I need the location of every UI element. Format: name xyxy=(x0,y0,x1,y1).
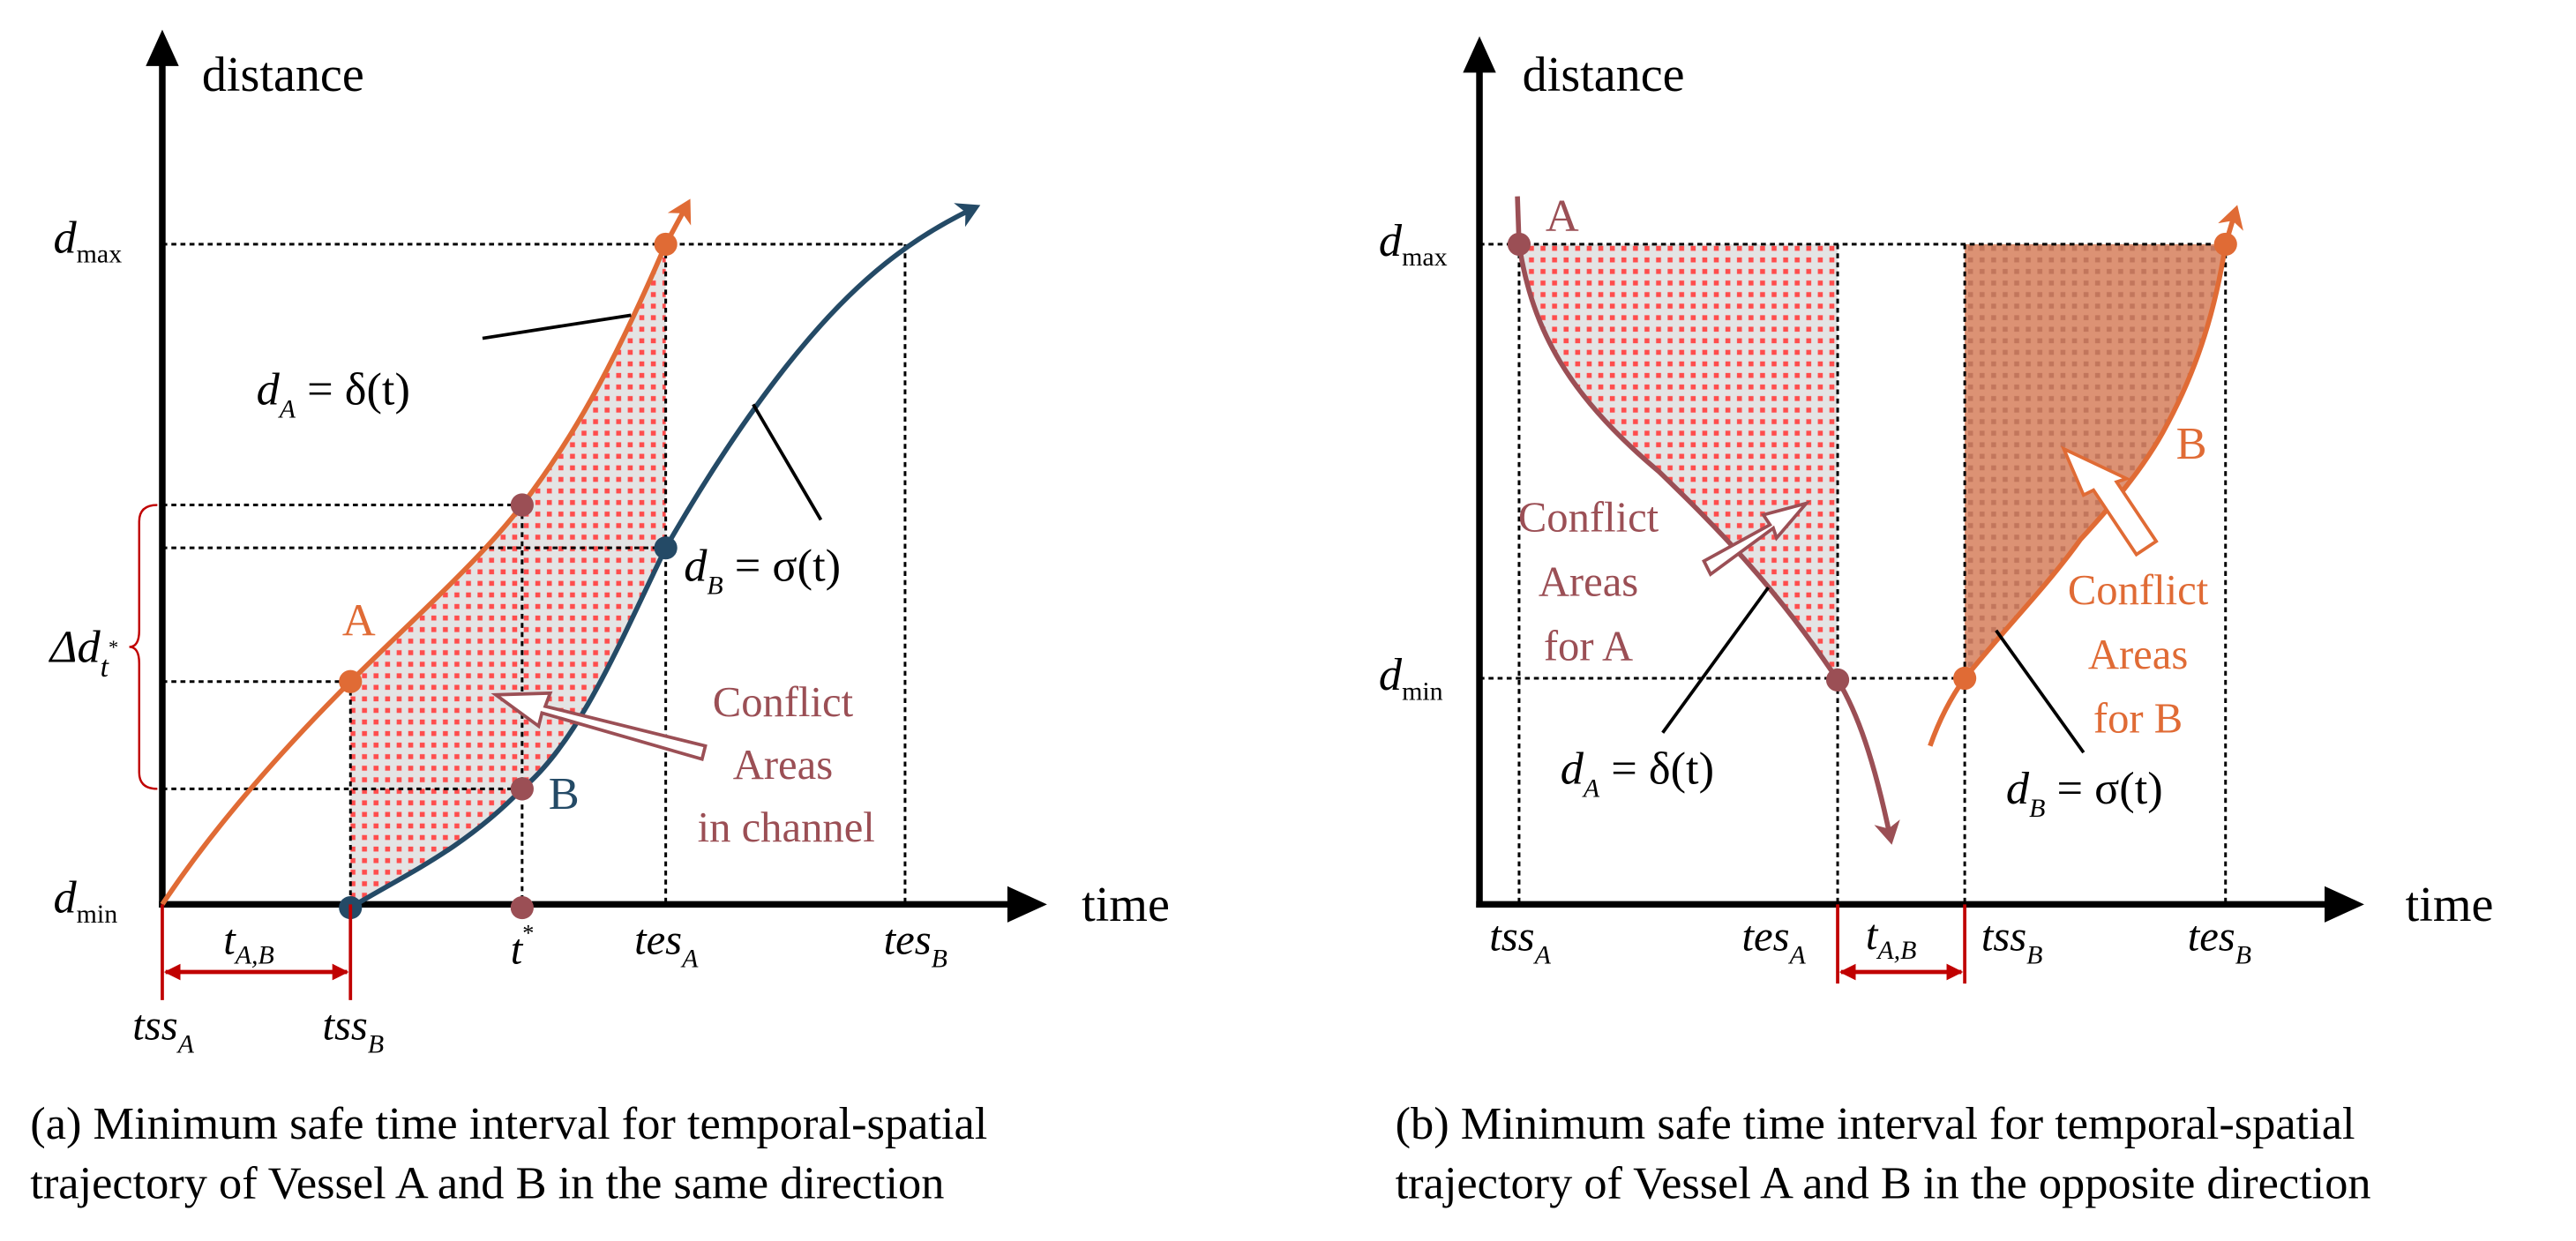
curve-vessel-a xyxy=(160,198,692,906)
equation-b: dB = σ(t) xyxy=(2006,763,2163,823)
svg-text:Areas: Areas xyxy=(733,741,833,789)
x-axis-label: time xyxy=(1082,878,1170,932)
point-b-tstar xyxy=(510,777,534,801)
curve-a-label: A xyxy=(1546,191,1579,242)
interval-label: tA,B xyxy=(223,916,274,969)
curve-b-label: B xyxy=(2176,418,2207,469)
svg-text:for B: for B xyxy=(2093,695,2183,743)
equation-a: dA = δ(t) xyxy=(257,363,410,423)
tick-tes-b: tesB xyxy=(2188,913,2251,970)
panel-b: distance time dmax dmin A B Conflict Are… xyxy=(1379,36,2494,1208)
tick-tss-a: tssA xyxy=(1489,913,1551,970)
point-b-dmax xyxy=(2213,232,2237,257)
svg-text:Areas: Areas xyxy=(1539,557,1638,605)
dmax-label: dmax xyxy=(1379,215,1448,272)
svg-text:Conflict: Conflict xyxy=(2068,566,2209,614)
leader-eq-b xyxy=(752,403,823,521)
conflict-label-channel: Conflict Areas in channel xyxy=(698,678,875,851)
tick-tes-a: tesA xyxy=(634,916,699,973)
point-a-tstar xyxy=(510,493,534,517)
leader-eq-a xyxy=(482,313,632,340)
point-b-dmin xyxy=(1953,666,1977,691)
conflict-label-b: Conflict Areas for B xyxy=(2068,566,2209,743)
y-axis-label: distance xyxy=(1523,48,1685,102)
equation-b: dB = σ(t) xyxy=(684,541,841,601)
delta-d-brace xyxy=(129,504,158,790)
x-axis-arrow xyxy=(2324,886,2364,923)
point-b-tesa xyxy=(654,536,678,560)
tick-tes-b: tesB xyxy=(884,916,947,973)
point-a-dmin xyxy=(1825,668,1850,692)
guide-lines-b xyxy=(1479,243,2228,905)
tick-tss-b: tssB xyxy=(322,1002,384,1059)
x-axis-label: time xyxy=(2406,878,2494,932)
interval-label: tA,B xyxy=(1866,911,1917,965)
svg-text:Conflict: Conflict xyxy=(1518,493,1659,541)
tick-tss-b: tssB xyxy=(1981,913,2043,970)
point-tstar-axis xyxy=(510,895,534,920)
equation-a: dA = δ(t) xyxy=(1561,744,1714,804)
point-a-dmax xyxy=(654,232,678,257)
y-axis-arrow xyxy=(1463,36,1496,73)
svg-text:in channel: in channel xyxy=(698,804,875,851)
panel-a: distance time dmax dmin Δdt* A B dA = δ(… xyxy=(30,29,1170,1208)
delta-d-label: Δdt* xyxy=(49,621,119,684)
curve-a-label: A xyxy=(342,594,376,646)
caption-b-line1: (b) Minimum safe time interval for tempo… xyxy=(1396,1098,2355,1149)
y-axis-arrow xyxy=(146,29,179,66)
caption-a-line1: (a) Minimum safe time interval for tempo… xyxy=(30,1098,987,1149)
conflict-label-a: Conflict Areas for A xyxy=(1518,493,1659,669)
curve-vessel-a xyxy=(1515,196,1900,845)
caption-a-line2: trajectory of Vessel A and B in the same… xyxy=(30,1157,944,1208)
conflict-area-b xyxy=(1965,243,2226,678)
svg-text:Conflict: Conflict xyxy=(713,678,854,726)
y-axis-label: distance xyxy=(202,48,364,102)
point-a-tssb xyxy=(339,669,363,693)
dmin-label: dmin xyxy=(53,872,117,929)
leader-eq-a xyxy=(1661,586,1770,734)
conflict-b-pointer-arrow xyxy=(2060,445,2159,557)
caption-b-line2: trajectory of Vessel A and B in the oppo… xyxy=(1396,1157,2371,1208)
tick-tes-a: tesA xyxy=(1742,913,1807,970)
dmax-label: dmax xyxy=(53,212,122,268)
dmin-label: dmin xyxy=(1379,649,1443,706)
svg-text:for A: for A xyxy=(1544,622,1633,669)
conflict-pointer-arrow xyxy=(490,691,708,762)
curve-b-label: B xyxy=(549,768,580,819)
leader-eq-b xyxy=(1995,629,2086,754)
conflict-a-pointer-arrow xyxy=(1702,500,1811,577)
svg-text:Areas: Areas xyxy=(2088,631,2188,678)
tick-tss-a: tssA xyxy=(132,1002,194,1059)
point-a-dmax xyxy=(1507,232,1531,257)
tick-t-star: t* xyxy=(511,920,535,973)
x-axis-arrow xyxy=(1007,886,1047,923)
